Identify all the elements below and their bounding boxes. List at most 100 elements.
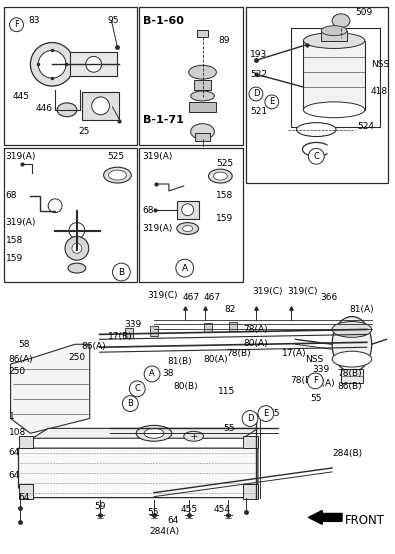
Ellipse shape xyxy=(69,223,85,238)
Ellipse shape xyxy=(184,432,203,441)
Text: 81(A): 81(A) xyxy=(349,305,374,314)
Bar xyxy=(189,102,216,112)
Ellipse shape xyxy=(92,97,109,115)
Ellipse shape xyxy=(191,124,214,140)
Circle shape xyxy=(265,95,279,109)
Text: 319(A): 319(A) xyxy=(142,152,173,161)
Ellipse shape xyxy=(48,199,62,213)
Text: 159: 159 xyxy=(6,254,23,263)
Text: 115: 115 xyxy=(218,387,235,396)
Text: 64: 64 xyxy=(9,471,20,480)
Bar xyxy=(70,53,117,76)
Circle shape xyxy=(113,263,130,281)
Bar xyxy=(4,7,137,145)
Bar xyxy=(4,148,137,282)
Ellipse shape xyxy=(30,43,74,86)
Text: F: F xyxy=(313,376,318,386)
Text: 455: 455 xyxy=(181,505,198,514)
Polygon shape xyxy=(19,438,258,497)
Text: 78(A): 78(A) xyxy=(243,325,268,334)
Text: NSS: NSS xyxy=(371,60,389,69)
Circle shape xyxy=(242,411,258,427)
Text: B: B xyxy=(118,268,124,276)
Text: 339: 339 xyxy=(312,365,329,373)
Bar xyxy=(139,7,243,145)
Circle shape xyxy=(9,18,23,32)
Text: 78(B): 78(B) xyxy=(226,348,251,358)
Ellipse shape xyxy=(303,33,365,48)
Polygon shape xyxy=(32,428,258,438)
Text: 319(C): 319(C) xyxy=(147,291,178,300)
Bar xyxy=(205,322,213,332)
Ellipse shape xyxy=(68,263,86,273)
Text: 95: 95 xyxy=(107,16,119,25)
Text: E: E xyxy=(269,98,275,106)
Ellipse shape xyxy=(321,25,347,35)
Text: 319(C): 319(C) xyxy=(252,288,282,296)
Bar xyxy=(19,484,33,499)
Text: 250: 250 xyxy=(9,367,26,377)
Ellipse shape xyxy=(72,243,82,253)
Bar xyxy=(194,80,211,90)
Text: 55: 55 xyxy=(223,424,235,433)
Text: 59: 59 xyxy=(95,502,106,511)
Text: 193: 193 xyxy=(250,50,267,59)
Text: B-1-60: B-1-60 xyxy=(143,16,184,26)
Text: 319(A): 319(A) xyxy=(6,218,36,227)
Text: 524: 524 xyxy=(357,122,374,131)
Ellipse shape xyxy=(136,425,172,441)
Text: 86(A): 86(A) xyxy=(9,355,33,363)
Ellipse shape xyxy=(183,225,193,232)
Text: 158: 158 xyxy=(216,191,233,201)
Text: 55: 55 xyxy=(147,508,159,517)
Circle shape xyxy=(249,87,263,101)
Ellipse shape xyxy=(332,321,372,337)
Text: 525: 525 xyxy=(107,152,125,161)
Circle shape xyxy=(258,406,274,422)
Text: 38: 38 xyxy=(162,370,173,378)
Text: B-1-71: B-1-71 xyxy=(143,115,184,125)
Text: 81(B): 81(B) xyxy=(167,357,192,366)
Text: 64: 64 xyxy=(19,493,30,502)
Ellipse shape xyxy=(332,316,372,372)
Ellipse shape xyxy=(189,65,216,79)
Text: 525: 525 xyxy=(216,159,233,168)
Text: D: D xyxy=(247,414,253,423)
Circle shape xyxy=(176,259,194,277)
Text: 64: 64 xyxy=(9,448,20,456)
Text: FRONT: FRONT xyxy=(345,514,385,527)
Ellipse shape xyxy=(297,122,336,136)
Circle shape xyxy=(307,373,323,389)
Text: 521: 521 xyxy=(250,107,267,116)
Text: 158: 158 xyxy=(6,236,23,245)
Ellipse shape xyxy=(303,102,365,117)
Circle shape xyxy=(129,381,145,397)
Text: 86(B): 86(B) xyxy=(337,382,362,391)
Text: 83: 83 xyxy=(28,16,40,25)
Text: F: F xyxy=(14,20,19,29)
Bar xyxy=(197,30,209,37)
Text: 17(B): 17(B) xyxy=(107,332,132,341)
Text: 454: 454 xyxy=(213,505,230,514)
Text: 1: 1 xyxy=(9,412,14,421)
Bar xyxy=(243,437,258,448)
Bar xyxy=(341,369,363,383)
Ellipse shape xyxy=(177,223,199,234)
Bar xyxy=(195,132,211,141)
Ellipse shape xyxy=(57,103,77,117)
Ellipse shape xyxy=(332,351,372,367)
Text: B: B xyxy=(127,399,133,408)
Text: C: C xyxy=(134,384,140,393)
Text: 319(C): 319(C) xyxy=(288,288,318,296)
Bar xyxy=(150,326,158,336)
Text: 58: 58 xyxy=(19,340,30,349)
Text: 366: 366 xyxy=(320,293,337,302)
Bar xyxy=(246,7,387,183)
Text: A: A xyxy=(149,370,155,378)
Text: 80(B): 80(B) xyxy=(174,382,198,391)
Text: 17(A): 17(A) xyxy=(282,348,306,358)
Text: 78(B): 78(B) xyxy=(337,370,362,378)
Text: 68: 68 xyxy=(6,191,17,201)
Text: 89: 89 xyxy=(218,36,230,45)
Text: NSS: NSS xyxy=(305,355,324,363)
